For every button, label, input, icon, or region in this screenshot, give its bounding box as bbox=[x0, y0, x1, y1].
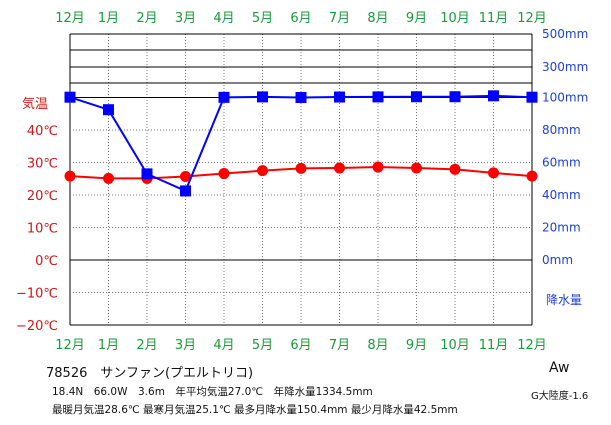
precipitation-point bbox=[295, 92, 307, 103]
precipitation-point bbox=[64, 91, 76, 103]
top-month-labels: 12月 1月 2月 3月 4月 5月 6月 7月 8月 9月 10月 11月 12月 bbox=[55, 11, 547, 26]
temperature-tick-label: 30℃ bbox=[27, 157, 58, 172]
temperature-tick-label: −10℃ bbox=[16, 287, 58, 302]
month-label-bottom: 5月 bbox=[252, 338, 273, 353]
month-label-bottom: 8月 bbox=[367, 338, 388, 353]
precipitation-point bbox=[334, 91, 345, 103]
month-label-top: 2月 bbox=[136, 11, 157, 26]
month-label-bottom: 1月 bbox=[98, 338, 119, 353]
temperature-point bbox=[180, 170, 191, 182]
temperature-point bbox=[103, 172, 114, 184]
month-label-bottom: 7月 bbox=[329, 338, 350, 353]
month-label-bottom: 10月 bbox=[440, 338, 470, 353]
precipitation-point bbox=[218, 91, 230, 103]
temperature-point bbox=[526, 170, 538, 182]
temperature-tick-label: 10℃ bbox=[27, 222, 58, 237]
precipitation-tick-label: 300mm bbox=[542, 60, 588, 74]
month-label-top: 3月 bbox=[175, 11, 196, 26]
precipitation-point bbox=[180, 185, 191, 197]
month-label-top: 10月 bbox=[440, 11, 470, 26]
month-label-top: 5月 bbox=[252, 11, 273, 26]
temperature-tick-label: 20℃ bbox=[27, 189, 58, 204]
month-label-top: 1月 bbox=[98, 11, 119, 26]
precipitation-tick-label: 100mm bbox=[542, 91, 588, 105]
month-label-bottom: 2月 bbox=[136, 338, 157, 353]
month-label-top: 4月 bbox=[213, 11, 234, 26]
temperature-point bbox=[218, 168, 230, 180]
temperature-tick-label: 0℃ bbox=[35, 254, 58, 269]
month-label-bottom: 12月 bbox=[517, 338, 547, 353]
precipitation-point bbox=[141, 168, 153, 180]
precipitation-axis-title: 降水量 bbox=[546, 293, 582, 307]
chart-series bbox=[64, 90, 538, 197]
precipitation-tick-label: 80mm bbox=[542, 123, 581, 137]
precipitation-point bbox=[257, 91, 268, 103]
precipitation-point bbox=[526, 91, 538, 103]
month-label-bottom: 11月 bbox=[479, 338, 509, 353]
temperature-axis-ticks: 40℃ 30℃ 20℃ 10℃ 0℃ −10℃ −20℃ bbox=[16, 124, 58, 334]
month-label-top: 12月 bbox=[517, 11, 547, 26]
precipitation-point bbox=[449, 91, 461, 103]
precipitation-tick-label: 20mm bbox=[542, 221, 581, 235]
month-label-bottom: 4月 bbox=[213, 338, 234, 353]
temperature-point bbox=[295, 162, 307, 174]
temperature-point bbox=[411, 162, 422, 174]
station-extremes: 最暖月気温28.6℃ 最寒月気温25.1℃ 最多月降水量150.4mm 最少月降… bbox=[52, 404, 458, 416]
month-label-top: 6月 bbox=[290, 11, 311, 26]
precipitation-tick-label: 60mm bbox=[542, 156, 581, 170]
temperature-axis-title: 気温 bbox=[22, 96, 48, 112]
precipitation-point bbox=[372, 91, 384, 103]
station-name: 78526 サンファン(プエルトリコ) bbox=[46, 366, 254, 381]
temperature-tick-label: −20℃ bbox=[16, 319, 58, 334]
precipitation-tick-label: 40mm bbox=[542, 188, 581, 202]
month-label-bottom: 3月 bbox=[175, 338, 196, 353]
month-label-top: 11月 bbox=[479, 11, 509, 26]
month-label-top: 9月 bbox=[406, 11, 427, 26]
precipitation-tick-label: 0mm bbox=[542, 253, 573, 267]
temperature-point bbox=[334, 162, 345, 174]
month-label-top: 12月 bbox=[55, 11, 85, 26]
chart-grid bbox=[69, 33, 533, 326]
temperature-point bbox=[372, 161, 384, 173]
series-line-right bbox=[69, 94, 533, 193]
station-summary: 18.4N 66.0W 3.6m 年平均気温27.0℃ 年降水量1334.5mm bbox=[52, 386, 373, 398]
month-label-top: 7月 bbox=[329, 11, 350, 26]
month-label-bottom: 9月 bbox=[406, 338, 427, 353]
temperature-tick-label: 40℃ bbox=[27, 124, 58, 139]
precipitation-point bbox=[488, 90, 499, 102]
precipitation-tick-label: 500mm bbox=[542, 27, 588, 41]
temperature-point bbox=[257, 165, 268, 177]
precipitation-point bbox=[411, 91, 422, 103]
month-label-bottom: 12月 bbox=[55, 338, 85, 353]
month-label-bottom: 6月 bbox=[290, 338, 311, 353]
precipitation-point bbox=[103, 104, 114, 116]
temperature-point bbox=[64, 170, 76, 182]
month-label-top: 8月 bbox=[367, 11, 388, 26]
climate-class: Aw bbox=[549, 360, 570, 376]
temperature-point bbox=[488, 167, 499, 179]
temperature-point bbox=[449, 163, 461, 175]
continentality: G大陸度-1.6 bbox=[531, 391, 589, 402]
precipitation-axis-ticks: 500mm 300mm 100mm 80mm 60mm 40mm 20mm 0mm bbox=[542, 27, 588, 267]
bottom-month-labels: 12月 1月 2月 3月 4月 5月 6月 7月 8月 9月 10月 11月 12月 bbox=[55, 338, 547, 353]
